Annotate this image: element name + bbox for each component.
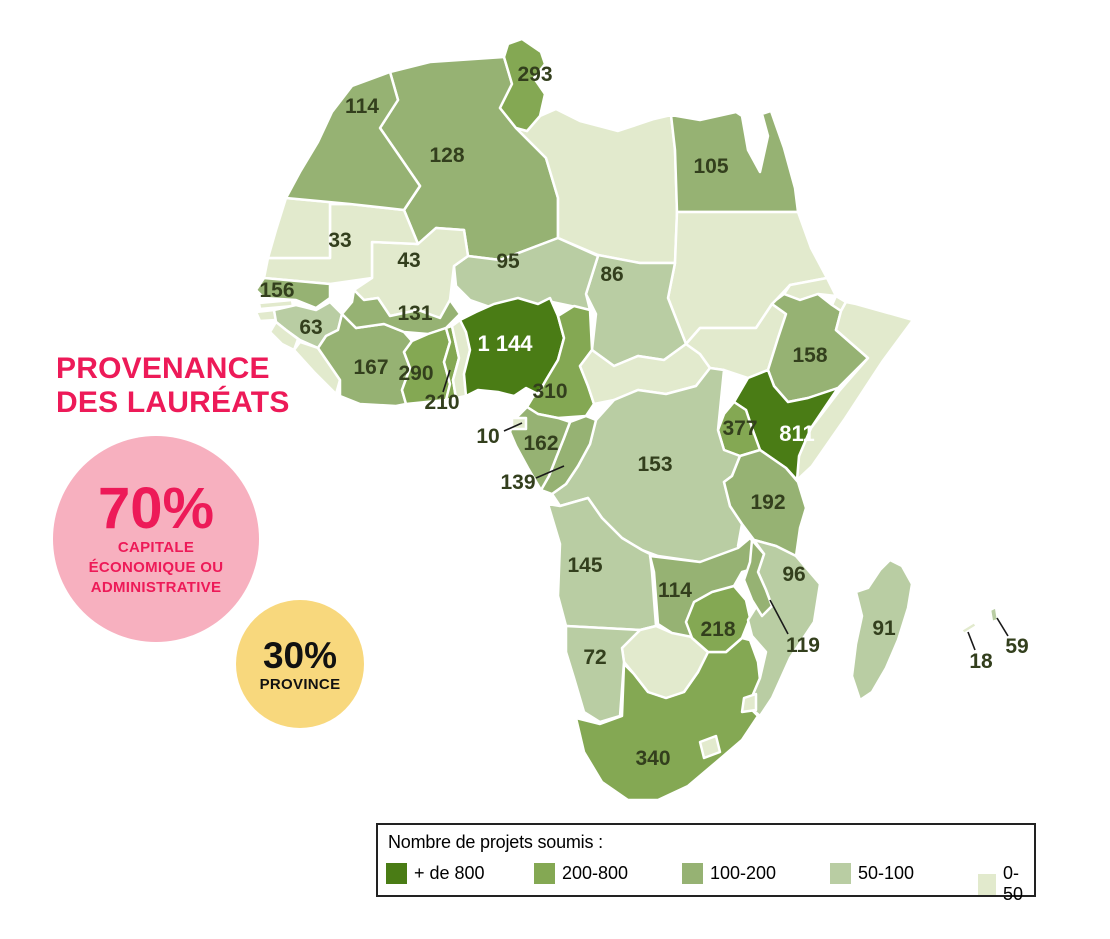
map-legend: Nombre de projets soumis : + de 800 200-8… <box>376 823 1036 904</box>
value-label-guinea: 63 <box>299 316 322 339</box>
leader-line-congo <box>535 465 565 479</box>
value-label-ethiopia: 158 <box>792 344 827 367</box>
value-label-niger: 95 <box>496 250 520 273</box>
country-lesotho <box>698 734 722 760</box>
country-drc <box>550 366 748 564</box>
leader-line-mauritius <box>996 617 1009 637</box>
value-label-nigeria: 1 144 <box>477 331 533 356</box>
legend-item-100-200: 100-200 <box>682 863 776 884</box>
legend-swatch <box>386 863 407 884</box>
country-egypt <box>669 109 800 214</box>
value-label-egypt: 105 <box>693 155 728 178</box>
country-g_bissau <box>254 308 278 323</box>
value-label-tunisia: 293 <box>517 63 552 86</box>
leader-line-malawi <box>769 599 789 635</box>
value-label-algeria: 128 <box>429 144 464 167</box>
value-label-eq_guinea: 10 <box>476 425 499 448</box>
country-tanzania <box>722 448 808 558</box>
stat-circle-province: 30% PROVINCE <box>236 600 364 728</box>
value-label-morocco: 114 <box>345 95 379 118</box>
value-label-zimbabwe: 218 <box>700 618 735 641</box>
page-title: PROVENANCE DES LAURÉATS <box>56 352 290 420</box>
value-label-namibia: 72 <box>583 646 606 669</box>
value-label-gabon: 162 <box>523 432 558 455</box>
country-morocco <box>284 70 422 212</box>
legend-item-50-100: 50-100 <box>830 863 914 884</box>
value-label-mozambique: 96 <box>782 563 805 586</box>
page-title-line1: PROVENANCE <box>56 352 270 385</box>
stat-capital-line2: ÉCONOMIQUE OU <box>88 559 224 576</box>
country-reunion <box>959 620 979 636</box>
value-label-zambia: 114 <box>658 579 692 602</box>
value-label-cameroon: 310 <box>532 380 567 403</box>
stat-capital-line1: CAPITALE <box>117 539 195 556</box>
value-label-civ: 167 <box>353 356 388 379</box>
legend-title: Nombre de projets soumis : <box>388 832 603 852</box>
value-label-mauritania: 33 <box>328 229 351 252</box>
country-namibia <box>564 624 642 724</box>
value-label-tanzania: 192 <box>750 491 785 514</box>
legend-label: 100-200 <box>710 863 777 883</box>
country-shapes <box>254 37 1000 802</box>
value-label-malawi: 119 <box>786 634 820 657</box>
value-label-madagascar: 91 <box>872 617 896 640</box>
country-swaziland <box>740 692 758 714</box>
stat-province-value: 30% <box>262 634 338 676</box>
value-label-senegal: 156 <box>259 279 294 302</box>
value-label-mauritius: 59 <box>1005 635 1028 658</box>
country-burkina <box>340 288 462 336</box>
value-label-congo: 139 <box>500 471 535 494</box>
value-label-angola: 145 <box>567 554 602 577</box>
leader-line-reunion <box>967 631 976 651</box>
legend-label: + de 800 <box>414 863 485 883</box>
legend-item-200-800: 200-800 <box>534 863 628 884</box>
legend-label: 50-100 <box>858 863 915 883</box>
country-tunisia <box>498 37 547 133</box>
legend-swatch <box>978 873 997 895</box>
legend-swatch <box>534 863 555 884</box>
value-label-togo: 210 <box>424 391 459 414</box>
country-niger <box>452 236 600 316</box>
legend-swatch <box>682 863 703 884</box>
value-label-mali: 43 <box>397 249 420 272</box>
country-senegal <box>254 276 332 310</box>
legend-item-+-de-800: + de 800 <box>386 863 485 884</box>
value-label-south_africa: 340 <box>635 747 670 770</box>
country-mauritius <box>988 605 1000 624</box>
country-angola <box>546 496 658 632</box>
value-label-drc: 153 <box>637 453 672 476</box>
stat-circle-capital: 70% CAPITALE ÉCONOMIQUE OU ADMINISTRATIV… <box>53 436 259 642</box>
country-madagascar <box>850 558 914 702</box>
page-title-line2: DES LAURÉATS <box>56 386 290 419</box>
value-label-burkina: 131 <box>397 302 432 325</box>
country-somalia <box>795 300 915 482</box>
value-label-ghana: 290 <box>398 362 433 385</box>
value-label-reunion: 18 <box>969 650 993 673</box>
value-label-kenya: 811 <box>779 421 815 446</box>
country-malawi <box>742 538 774 618</box>
stat-capital-line3: ADMINISTRATIVE <box>90 579 222 596</box>
legend-swatch <box>830 863 851 884</box>
leader-line-togo <box>442 369 451 393</box>
leader-line-eq_guinea <box>503 422 523 432</box>
country-botswana <box>620 620 710 700</box>
leader-lines <box>442 369 1009 651</box>
legend-item-0-50: 0-50 <box>978 863 1034 905</box>
legend-label: 0-50 <box>1003 863 1024 904</box>
value-label-chad: 86 <box>600 263 623 286</box>
stat-province-label: PROVINCE <box>259 675 341 693</box>
stat-capital-value: 70% <box>97 476 215 541</box>
value-label-uganda: 377 <box>722 417 757 440</box>
legend-label: 200-800 <box>562 863 629 883</box>
